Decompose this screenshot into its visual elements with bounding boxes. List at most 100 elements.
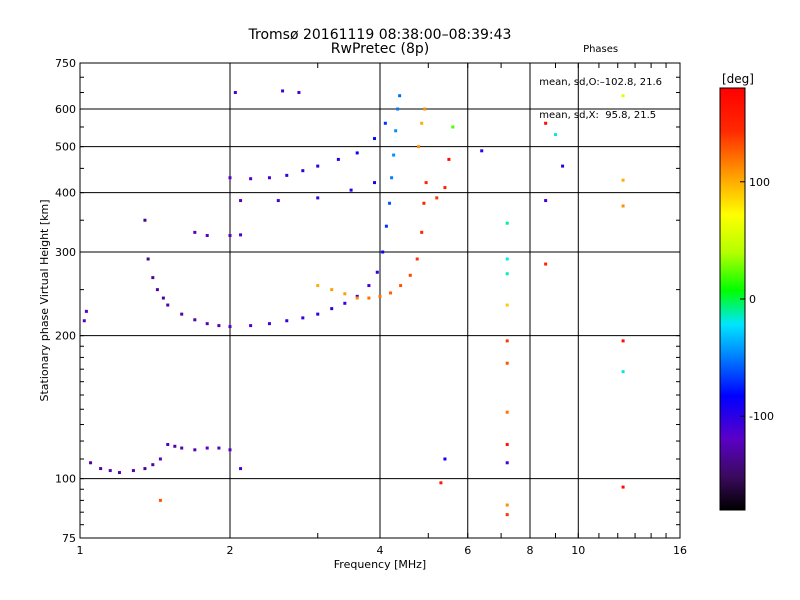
data-point: [389, 291, 393, 295]
data-point: [423, 107, 427, 111]
data-point: [228, 448, 232, 452]
data-point: [239, 233, 243, 237]
data-point: [544, 199, 548, 203]
data-point: [217, 446, 221, 450]
data-point: [180, 312, 184, 316]
y-tick-label: 200: [55, 330, 76, 343]
data-point: [621, 485, 625, 489]
data-point: [447, 157, 451, 161]
data-point: [239, 467, 243, 471]
x-axis-label: Frequency [MHz]: [334, 558, 426, 571]
data-point: [505, 461, 509, 465]
chart-subtitle: RwPretec (8p): [330, 41, 430, 57]
data-point: [343, 292, 347, 296]
data-point: [205, 446, 209, 450]
data-point: [330, 288, 334, 292]
data-point: [193, 230, 197, 234]
data-point: [249, 177, 253, 181]
data-point: [505, 513, 509, 517]
colorbar-tick-label: 100: [749, 176, 770, 189]
data-point: [388, 201, 392, 205]
data-point: [276, 199, 280, 203]
data-point: [367, 284, 371, 288]
data-point: [420, 121, 424, 125]
data-point: [435, 196, 439, 200]
data-point: [415, 257, 419, 261]
data-point: [396, 107, 400, 111]
data-point: [422, 201, 426, 205]
data-point: [239, 199, 243, 203]
data-point: [217, 324, 221, 328]
data-point: [228, 176, 232, 180]
data-point: [553, 133, 557, 137]
y-tick-label: 600: [55, 103, 76, 116]
data-point: [381, 250, 385, 254]
data-point: [443, 457, 447, 461]
data-point: [544, 262, 548, 266]
data-point: [621, 204, 625, 208]
data-point: [505, 339, 509, 343]
data-point: [505, 410, 509, 414]
data-point: [151, 276, 155, 280]
data-point: [621, 370, 625, 374]
data-point: [398, 94, 402, 98]
data-point: [82, 319, 86, 323]
data-point: [561, 164, 565, 168]
data-points: [82, 89, 625, 517]
y-axis-label: Stationary phase Virtual Height [km]: [38, 199, 51, 401]
phases-o-stats: mean, sd,O:–102.8, 21.6: [539, 77, 662, 88]
data-point: [180, 446, 184, 450]
data-point: [505, 503, 509, 507]
data-point: [228, 325, 232, 329]
data-point: [249, 324, 253, 328]
chart-title: Tromsø 20161119 08:38:00–08:39:43: [248, 27, 512, 43]
data-point: [89, 461, 93, 465]
data-point: [316, 284, 320, 288]
data-point: [390, 176, 394, 180]
data-point: [424, 181, 428, 185]
data-point: [228, 234, 232, 238]
data-point: [143, 218, 147, 222]
data-point: [297, 91, 301, 95]
x-tick-label: 1: [77, 544, 84, 557]
data-point: [394, 129, 398, 133]
data-point: [146, 257, 150, 261]
data-point: [233, 91, 237, 95]
data-point: [544, 121, 548, 125]
data-point: [143, 467, 147, 471]
data-point: [505, 272, 509, 276]
phases-x-stats: mean, sd,X: 95.8, 21.5: [539, 110, 657, 121]
colorbar-label: [deg]: [722, 72, 754, 86]
colorbar-tick-label: 0: [749, 293, 756, 306]
data-point: [355, 151, 359, 155]
colorbar-tick-label: -100: [749, 410, 774, 423]
data-point: [378, 294, 382, 298]
data-point: [301, 316, 305, 320]
y-tick-label: 750: [55, 57, 76, 70]
y-tick-label: 500: [55, 141, 76, 154]
data-point: [166, 443, 170, 447]
data-point: [161, 296, 165, 300]
data-point: [84, 309, 88, 313]
phases-title: Phases: [583, 44, 619, 55]
data-point: [367, 296, 371, 300]
data-point: [193, 448, 197, 452]
data-point: [383, 121, 387, 125]
data-point: [267, 322, 271, 326]
data-point: [330, 307, 334, 311]
data-point: [285, 173, 289, 177]
data-point: [117, 471, 121, 475]
data-point: [316, 164, 320, 168]
data-point: [439, 481, 443, 485]
data-point: [131, 469, 135, 473]
data-point: [505, 443, 509, 447]
data-point: [373, 137, 377, 141]
data-point: [399, 284, 403, 288]
data-point: [417, 145, 421, 149]
data-point: [193, 318, 197, 322]
x-tick-label: 4: [377, 544, 384, 557]
data-point: [158, 498, 162, 502]
colorbar: 100 0 -100 [deg]: [719, 72, 774, 511]
data-point: [205, 322, 209, 326]
